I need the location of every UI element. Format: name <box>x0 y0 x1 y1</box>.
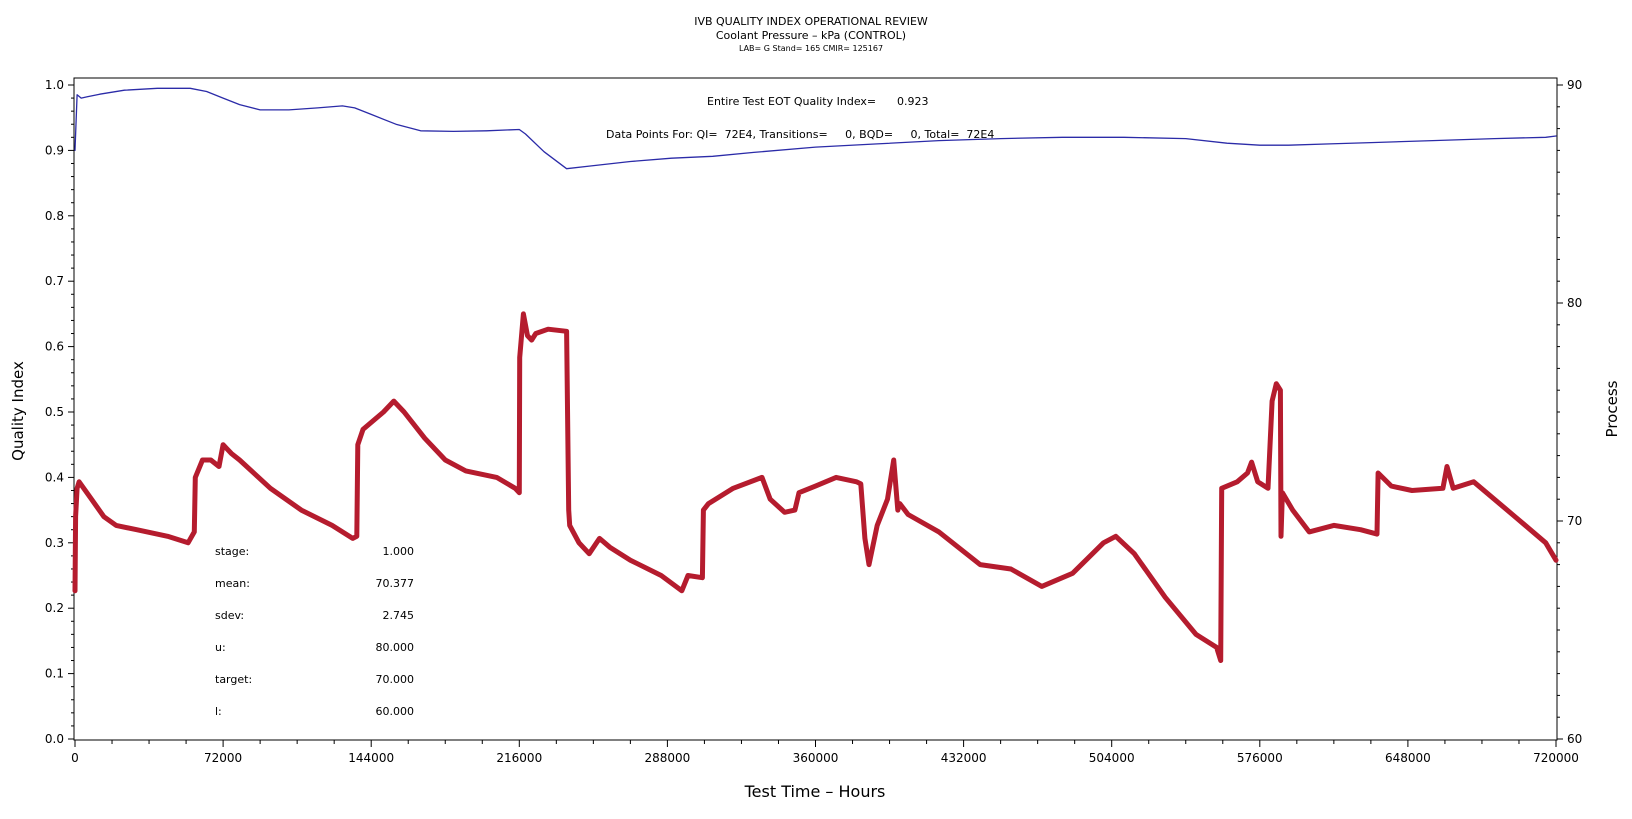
y-left-tick-label: 0.9 <box>45 143 64 157</box>
y-left-tick-label: 1.0 <box>45 78 64 92</box>
x-axis: 0 72000 144000 216000 288000 360000 432000 5040… <box>71 740 1579 765</box>
x-tick-label: 216000 <box>496 751 542 765</box>
x-tick-label: 648000 <box>1385 751 1431 765</box>
stat-label: stage: <box>215 545 249 558</box>
y-left-tick-label: 0.0 <box>45 732 64 746</box>
stat-label: u: <box>215 641 226 654</box>
x-tick-label: 144000 <box>348 751 394 765</box>
y-right-tick-label: 70 <box>1567 514 1582 528</box>
y-left-tick-label: 0.5 <box>45 405 64 419</box>
quality-index-series-line <box>74 87 1557 170</box>
process-series-line <box>72 311 1559 663</box>
x-tick-label: 720000 <box>1533 751 1579 765</box>
chart-subtitle: Coolant Pressure – kPa (CONTROL) <box>716 29 906 42</box>
x-axis-label: Test Time – Hours <box>744 782 886 801</box>
stat-label: l: <box>215 705 222 718</box>
x-tick-label: 360000 <box>793 751 839 765</box>
stat-value: 70.377 <box>376 577 415 590</box>
y-right-axis: 60 70 80 90 <box>1557 78 1582 746</box>
stats-block: stage: 1.000 mean: 70.377 sdev: 2.745 u: 80.000… <box>215 545 414 718</box>
y-left-tick-label: 0.8 <box>45 209 64 223</box>
y-right-tick-label: 90 <box>1567 78 1582 92</box>
stat-value: 1.000 <box>383 545 415 558</box>
y-left-tick-label: 0.4 <box>45 470 64 484</box>
stat-label: mean: <box>215 577 250 590</box>
eot-value: 0.923 <box>897 95 929 108</box>
x-tick-label: 504000 <box>1089 751 1135 765</box>
y-left-tick-label: 0.7 <box>45 274 64 288</box>
y-right-axis-label: Process <box>1603 380 1621 437</box>
y-left-axis-label: Quality Index <box>9 361 27 461</box>
y-left-tick-label: 0.3 <box>45 536 64 550</box>
y-left-tick-label: 0.1 <box>45 667 64 681</box>
x-tick-label: 0 <box>71 751 79 765</box>
y-left-axis: 0.0 0.1 0.2 0.3 0.4 0.5 0.6 0.7 0.8 0.9 1.0 <box>45 78 74 746</box>
y-right-tick-label: 80 <box>1567 296 1582 310</box>
chart-title: IVB QUALITY INDEX OPERATIONAL REVIEW <box>694 15 928 28</box>
stat-value: 80.000 <box>376 641 415 654</box>
y-left-tick-label: 0.2 <box>45 601 64 615</box>
x-tick-label: 288000 <box>644 751 690 765</box>
x-tick-label: 576000 <box>1237 751 1283 765</box>
plot-frame <box>73 77 1558 741</box>
stat-label: target: <box>215 673 252 686</box>
data-points-label: Data Points For: QI= 72E4, Transitions= … <box>606 128 994 141</box>
y-left-tick-label: 0.6 <box>45 340 64 354</box>
chart-meta: LAB= G Stand= 165 CMIR= 125167 <box>739 44 883 53</box>
stat-value: 70.000 <box>376 673 415 686</box>
stat-value: 60.000 <box>376 705 415 718</box>
stat-label: sdev: <box>215 609 244 622</box>
eot-label: Entire Test EOT Quality Index= <box>707 95 876 108</box>
y-right-tick-label: 60 <box>1567 732 1582 746</box>
stat-value: 2.745 <box>383 609 415 622</box>
x-tick-label: 432000 <box>941 751 987 765</box>
x-tick-label: 72000 <box>204 751 242 765</box>
series-layer <box>72 87 1559 663</box>
